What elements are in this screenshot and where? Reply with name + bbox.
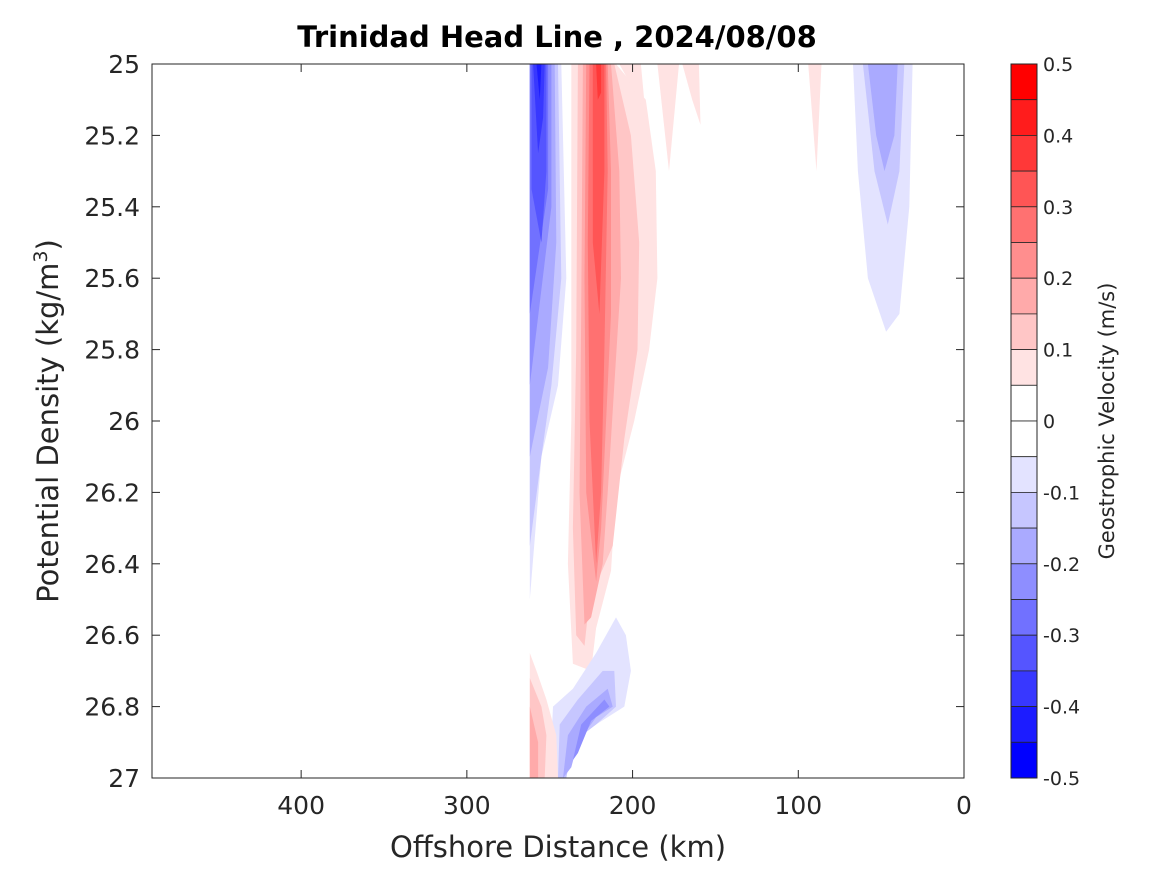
colorbar-tick-label: -0.2 [1043, 554, 1080, 576]
x-tick-label: 0 [956, 791, 972, 820]
colorbar-swatch [1010, 206, 1038, 243]
contour-region-red-deep-3 [529, 706, 539, 778]
contour-region-red-jet-7 [596, 64, 602, 100]
colorbar-swatch [1010, 170, 1038, 208]
plot-area [151, 63, 965, 779]
colorbar-swatch [1010, 99, 1038, 136]
colorbar-tick-label: 0.3 [1043, 197, 1073, 219]
y-tick-label: 26.4 [84, 550, 140, 579]
colorbar-tick-label: 0 [1043, 411, 1055, 433]
y-tick-label: 25.2 [84, 121, 140, 150]
colorbar-frame [1010, 63, 1038, 779]
x-tick-label: 300 [443, 791, 491, 820]
y-axis-label-main: Potential Density (kg/m [31, 263, 65, 603]
x-tick-label: 400 [277, 791, 325, 820]
y-axis-label-close: ) [31, 239, 65, 250]
colorbar-swatch [1010, 491, 1038, 529]
colorbar-swatch [1010, 277, 1038, 315]
colorbar-swatch [1010, 527, 1038, 565]
colorbar-tick-label: -0.1 [1043, 482, 1080, 504]
chart-title: Trinidad Head Line , 2024/08/08 [297, 20, 817, 54]
contour-region-blue-core-7 [533, 64, 545, 154]
colorbar-tick-label: -0.3 [1043, 625, 1080, 647]
contour-region-red-outer-3 [682, 64, 701, 125]
contour-region-red-jet-6 [592, 64, 605, 314]
colorbar-tick-label: 0.1 [1043, 340, 1073, 362]
x-tick-label: 200 [609, 791, 657, 820]
colorbar-tick-label: -0.4 [1043, 697, 1080, 719]
colorbar-swatch [1010, 313, 1038, 350]
colorbar-swatch [1010, 706, 1038, 743]
contour-region-red-outer-4 [808, 64, 822, 172]
y-tick-label: 25.6 [84, 264, 140, 293]
colorbar-swatch [1010, 456, 1038, 493]
colorbar-swatch [1010, 349, 1038, 386]
y-tick-label: 27 [108, 764, 140, 793]
y-tick-label: 25 [108, 50, 140, 79]
colorbar-tick-label: 0.5 [1043, 54, 1073, 76]
contour-layer [529, 64, 913, 778]
x-axis-ticks: 400 300 200 100 0 [277, 64, 972, 820]
colorbar-tick-label: -0.5 [1043, 768, 1080, 790]
colorbar: 0.5 0.4 0.3 0.2 0.1 0 -0.1 -0.2 -0.3 -0.4 -0.5 [1010, 54, 1080, 790]
y-axis-label: Potential Density (kg/m3) [30, 239, 65, 603]
y-tick-label: 26 [108, 407, 140, 436]
colorbar-swatch [1010, 242, 1038, 279]
y-axis-ticks: 25 25.2 25.4 25.6 25.8 26 26.2 26.4 26.6 26.8 27 [84, 50, 964, 793]
colorbar-swatch [1010, 134, 1038, 172]
contour-region-blue-east-3 [867, 64, 898, 172]
y-axis-label-superscript: 3 [30, 250, 52, 262]
contour-region-blue-deep-4 [572, 699, 610, 761]
colorbar-tick-label: 0.4 [1043, 125, 1073, 147]
colorbar-swatch [1010, 599, 1038, 636]
colorbar-swatch [1010, 741, 1038, 779]
y-tick-label: 25.4 [84, 193, 140, 222]
y-tick-label: 26.2 [84, 478, 140, 507]
contour-region-blue-core-8 [536, 64, 542, 100]
y-tick-label: 26.6 [84, 621, 140, 650]
x-tick-label: 100 [774, 791, 822, 820]
colorbar-label: Geostrophic Velocity (m/s) [1095, 283, 1119, 560]
y-tick-label: 25.8 [84, 336, 140, 365]
y-tick-label: 26.8 [84, 693, 140, 722]
colorbar-swatch [1010, 384, 1038, 422]
colorbar-swatch [1010, 420, 1038, 458]
colorbar-swatch [1010, 563, 1038, 600]
colorbar-swatch [1010, 670, 1038, 708]
contour-region-red-outer-1 [619, 64, 646, 118]
colorbar-swatch [1010, 63, 1038, 101]
colorbar-swatch [1010, 634, 1038, 672]
contour-region-red-outer-2 [657, 64, 679, 172]
colorbar-tick-label: 0.2 [1043, 268, 1073, 290]
x-axis-label: Offshore Distance (km) [390, 830, 726, 864]
